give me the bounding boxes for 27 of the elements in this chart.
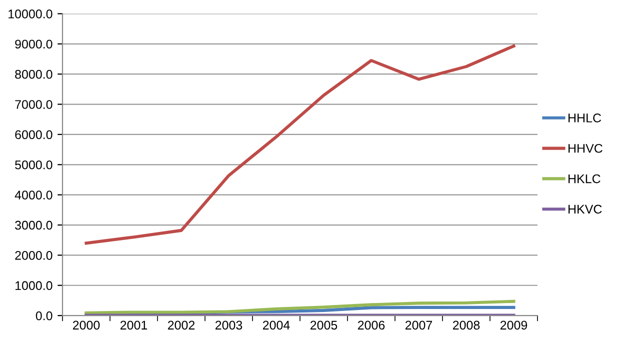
y-tick-label: 3000.0 (15, 220, 52, 230)
x-tick-label: 2006 (358, 320, 385, 330)
x-tick-label: 2000 (72, 320, 100, 330)
y-tick-label: 2000.0 (15, 250, 52, 260)
x-tick-label: 2001 (120, 320, 148, 330)
y-tick-label: 8000.0 (15, 70, 52, 79)
y-tick-label: 5000.0 (15, 160, 52, 170)
x-tick-label: 2005 (310, 320, 338, 330)
x-tick-label: 2004 (262, 320, 290, 330)
y-tick-label: 6000.0 (15, 130, 52, 140)
legend-label: HKLC (568, 174, 600, 184)
x-tick-label: 2007 (405, 320, 432, 330)
x-tick-label: 2002 (168, 320, 195, 330)
y-tick-label: 10000.0 (8, 10, 52, 18)
line-series (84, 300, 516, 314)
y-tick-label: 1000.0 (16, 281, 52, 290)
legend-label: HHVC (568, 144, 602, 153)
legend-label: HHLC (568, 114, 602, 122)
y-tick-label: 7000.0 (15, 100, 52, 109)
line-series (84, 44, 516, 245)
x-tick-label: 2003 (215, 320, 242, 330)
x-tick-label: 2008 (452, 320, 480, 330)
legend-label: HKVC (568, 204, 602, 214)
y-tick-label: 0.0 (36, 311, 52, 320)
y-tick-label: 9000.0 (15, 40, 52, 49)
x-tick-label: 2009 (500, 320, 528, 330)
y-tick-label: 4000.0 (14, 190, 52, 200)
